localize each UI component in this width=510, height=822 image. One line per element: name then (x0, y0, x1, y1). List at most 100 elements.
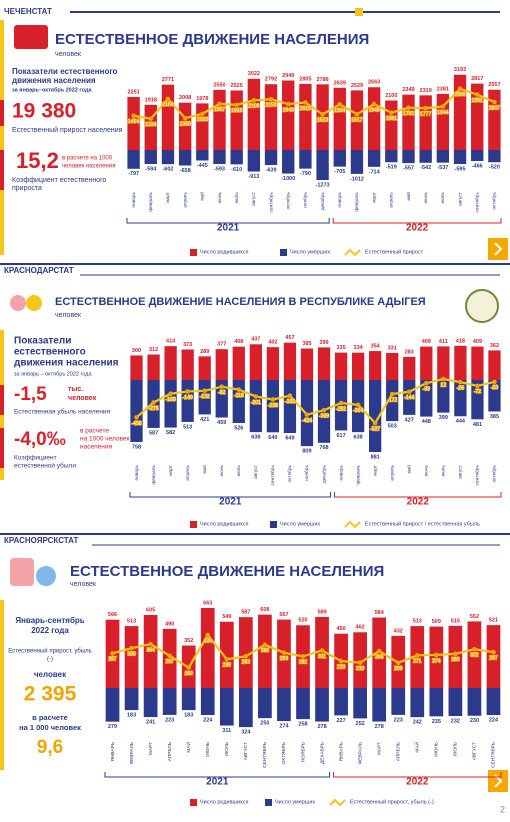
growth-point (287, 393, 293, 398)
stat: Естественный прирост, убыль (8, 648, 92, 655)
growth-point (224, 656, 230, 662)
growth-label: 1517 (351, 118, 362, 124)
birth-bar (486, 625, 501, 688)
birth-bar (448, 625, 463, 688)
birth-bar (143, 614, 158, 688)
death-label: -519 (386, 165, 397, 171)
growth-point (205, 632, 211, 638)
x-tick-label: март (169, 464, 174, 476)
death-label: -593 (214, 166, 225, 172)
birth-label: 352 (184, 638, 193, 644)
death-label: -705 (334, 169, 345, 175)
death-label: 250 (260, 721, 269, 727)
death-bar (391, 688, 406, 715)
growth-point (167, 653, 172, 659)
growth-label: 2351 (472, 98, 483, 104)
death-bar (333, 150, 346, 167)
growth-label: 1949 (283, 107, 294, 113)
death-bar (105, 688, 120, 722)
growth-label: 293 (280, 656, 289, 662)
birth-label: 399 (319, 340, 328, 346)
death-bar (437, 380, 450, 413)
birth-bar (453, 74, 467, 150)
x-tick-label: март (166, 191, 171, 203)
x-tick-label: октябрь (285, 192, 291, 210)
death-label: 235 (432, 719, 441, 725)
death-bar (386, 380, 399, 422)
death-label: 223 (394, 717, 403, 723)
death-label: 278 (375, 724, 384, 730)
birth-label: 457 (285, 335, 294, 341)
death-bar (334, 688, 348, 716)
growth-point (457, 86, 463, 92)
growth-point (492, 379, 497, 385)
death-label: -658 (180, 168, 191, 174)
x-tick-label: МАЙ (184, 741, 192, 752)
growth-label: 1844 (437, 110, 448, 116)
birth-bar (353, 632, 367, 688)
growth-label: 1777 (420, 111, 431, 117)
death-label: 183 (127, 713, 136, 719)
x-tick-label: ЯНВАРЬ (110, 742, 116, 762)
death-bar (315, 688, 329, 722)
birth-label: 605 (146, 607, 155, 613)
x-tick-label: СЕНТЯБРЬ (491, 742, 497, 768)
death-bar (488, 150, 501, 163)
x-tick-label: ФЕВРАЛЬ (129, 742, 135, 765)
birth-bar (213, 89, 226, 150)
birth-bar (219, 621, 234, 688)
stat: Показатели естественного (12, 67, 118, 76)
stat: на 1000 человек (80, 436, 130, 443)
birth-label: 490 (165, 621, 174, 627)
growth-label: 364 (146, 647, 155, 653)
x-tick-label: сентябрь (475, 465, 481, 486)
birth-label: 2792 (265, 77, 277, 83)
next-button[interactable] (488, 238, 508, 260)
death-label: -594 (145, 166, 157, 172)
x-tick-label: июнь (425, 465, 430, 477)
year-label: 2022 (407, 497, 430, 508)
growth-label: 2109 (248, 104, 259, 110)
birth-bar (147, 354, 160, 380)
death-bar (247, 150, 261, 172)
legend-label: Число родившихся (200, 521, 248, 527)
growth-label: 210 (356, 666, 365, 672)
death-label: 258 (298, 722, 307, 728)
stat: движения населения (12, 76, 96, 85)
growth-point (300, 654, 306, 659)
x-tick-label: апрель (186, 465, 191, 481)
x-tick-label: ноябрь (303, 192, 309, 208)
x-tick-label: июнь (220, 465, 225, 477)
next-button[interactable] (488, 770, 508, 792)
growth-label: 311 (318, 654, 326, 660)
birth-label: 521 (489, 618, 498, 624)
death-label: 640 (268, 435, 277, 441)
stat-value: 19 380 (12, 100, 76, 123)
x-tick-label: ОКТЯБРЬ (281, 742, 287, 764)
legend-label: Число умерших (290, 249, 330, 255)
birth-label: 409 (422, 339, 431, 345)
death-label: 227 (337, 718, 346, 724)
birth-label: 2550 (213, 82, 225, 88)
x-tick-label: май (405, 192, 412, 201)
stat-value: 2 395 (24, 683, 77, 706)
birth-label: 283 (405, 349, 414, 355)
death-bar (239, 688, 253, 728)
birth-label: 2349 (402, 87, 414, 93)
birth-label: 300 (132, 348, 141, 354)
growth-point (285, 101, 291, 107)
birth-label: 335 (336, 345, 345, 351)
death-label: 768 (319, 445, 328, 451)
growth-label: -192 (285, 399, 295, 405)
x-tick-label: май (201, 465, 208, 474)
growth-point (151, 400, 156, 405)
year-label: 2022 (406, 777, 429, 788)
death-label: 224 (489, 717, 499, 723)
legend-label: Число родившихся (200, 249, 248, 255)
birth-label: 2663 (368, 80, 380, 86)
birth-bar (471, 83, 484, 150)
death-label: 232 (451, 718, 460, 724)
death-bar (282, 150, 295, 174)
growth-label: 169 (185, 671, 194, 677)
growth-label: 263 (242, 660, 251, 666)
